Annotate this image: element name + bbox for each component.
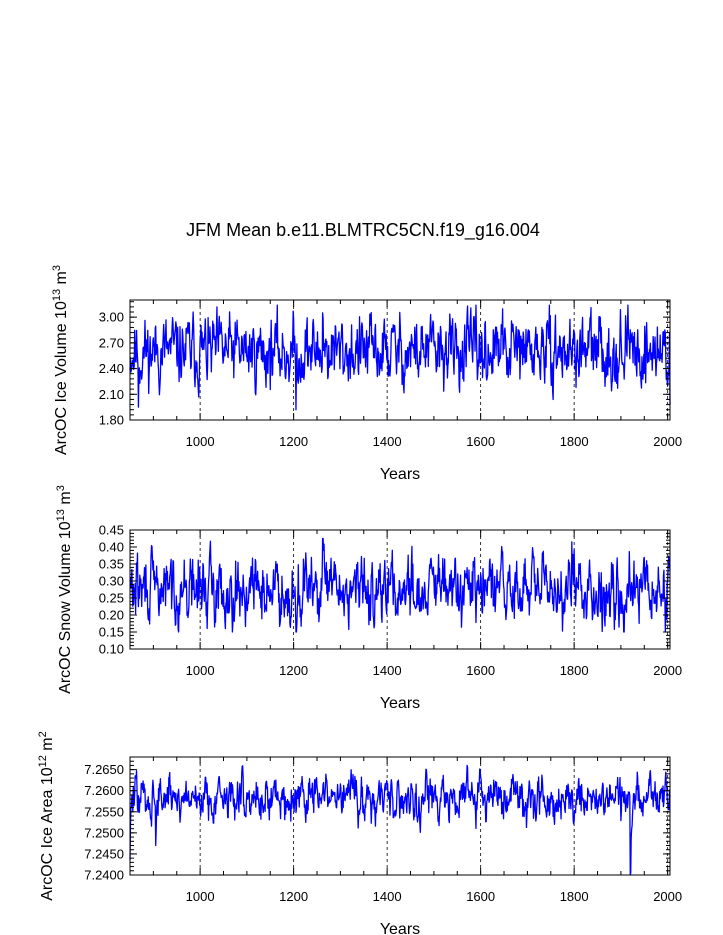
x-tick-label: 1000	[186, 663, 215, 678]
x-tick-label: 2000	[653, 889, 682, 904]
y-tick-label: 0.25	[99, 591, 124, 606]
series-line-ice-volume	[129, 304, 671, 411]
plot-frame	[129, 299, 671, 421]
x-axis-label: Years	[380, 695, 420, 712]
y-tick-label: 0.20	[99, 608, 124, 623]
x-tick-label: 1400	[373, 663, 402, 678]
x-tick-label: 1600	[466, 663, 495, 678]
y-tick-label: 7.2450	[84, 846, 124, 861]
y-tick-label: 2.40	[99, 361, 124, 376]
chart-title: JFM Mean b.e11.BLMTRC5CN.f19_g16.004	[186, 220, 540, 241]
plot-frame	[129, 529, 671, 650]
y-tick-label: 7.2650	[84, 762, 124, 777]
y-tick-label: 0.40	[99, 540, 124, 555]
x-tick-label: 1000	[186, 434, 215, 449]
x-tick-label: 1800	[560, 889, 589, 904]
x-tick-label: 1200	[279, 434, 308, 449]
x-tick-label: 1200	[279, 889, 308, 904]
y-tick-label: 0.10	[99, 642, 124, 657]
y-tick-label: 0.35	[99, 557, 124, 572]
y-tick-label: 7.2600	[84, 783, 124, 798]
y-axis-label: ArcOC Snow Volume 1013 m3	[55, 485, 74, 694]
y-tick-label: 7.2550	[84, 804, 124, 819]
x-tick-label: 1600	[466, 434, 495, 449]
panel-ice-volume: 1000 1200 1400 1600 1800 2000 1.80 2.10 2.40 2.70…	[51, 265, 682, 483]
y-tick-label: 2.70	[99, 335, 124, 350]
x-tick-label: 2000	[653, 434, 682, 449]
x-axis-label: Years	[380, 921, 420, 935]
x-tick-label: 1200	[279, 663, 308, 678]
y-tick-label: 2.10	[99, 387, 124, 402]
panel-ice-area: 1000 1200 1400 1600 1800 2000 7.2400 7.2450 7.25…	[37, 731, 682, 935]
panel-snow-volume: 1000 1200 1400 1600 1800 2000 0.10 0.15 0.20 0.25…	[55, 485, 682, 712]
x-tick-label: 1400	[373, 889, 402, 904]
y-tick-label: 7.2500	[84, 825, 124, 840]
x-tick-label: 2000	[653, 663, 682, 678]
y-tick-label: 0.15	[99, 625, 124, 640]
y-tick-label: 1.80	[99, 413, 124, 428]
series-line-snow-volume	[129, 537, 671, 633]
x-axis-label: Years	[380, 466, 420, 483]
y-axis-label: ArcOC Ice Volume 1013 m3	[51, 265, 70, 455]
x-tick-label: 1800	[560, 663, 589, 678]
y-tick-label: 3.00	[99, 310, 124, 325]
y-tick-label: 0.45	[99, 523, 124, 538]
y-tick-label: 0.30	[99, 574, 124, 589]
y-tick-label: 7.2400	[84, 868, 124, 883]
x-tick-label: 1800	[560, 434, 589, 449]
y-axis-label: ArcOC Ice Area 1012 m2	[37, 731, 56, 901]
series-line-ice-area	[129, 764, 671, 876]
x-tick-label: 1000	[186, 889, 215, 904]
x-tick-label: 1400	[373, 434, 402, 449]
x-tick-label: 1600	[466, 889, 495, 904]
